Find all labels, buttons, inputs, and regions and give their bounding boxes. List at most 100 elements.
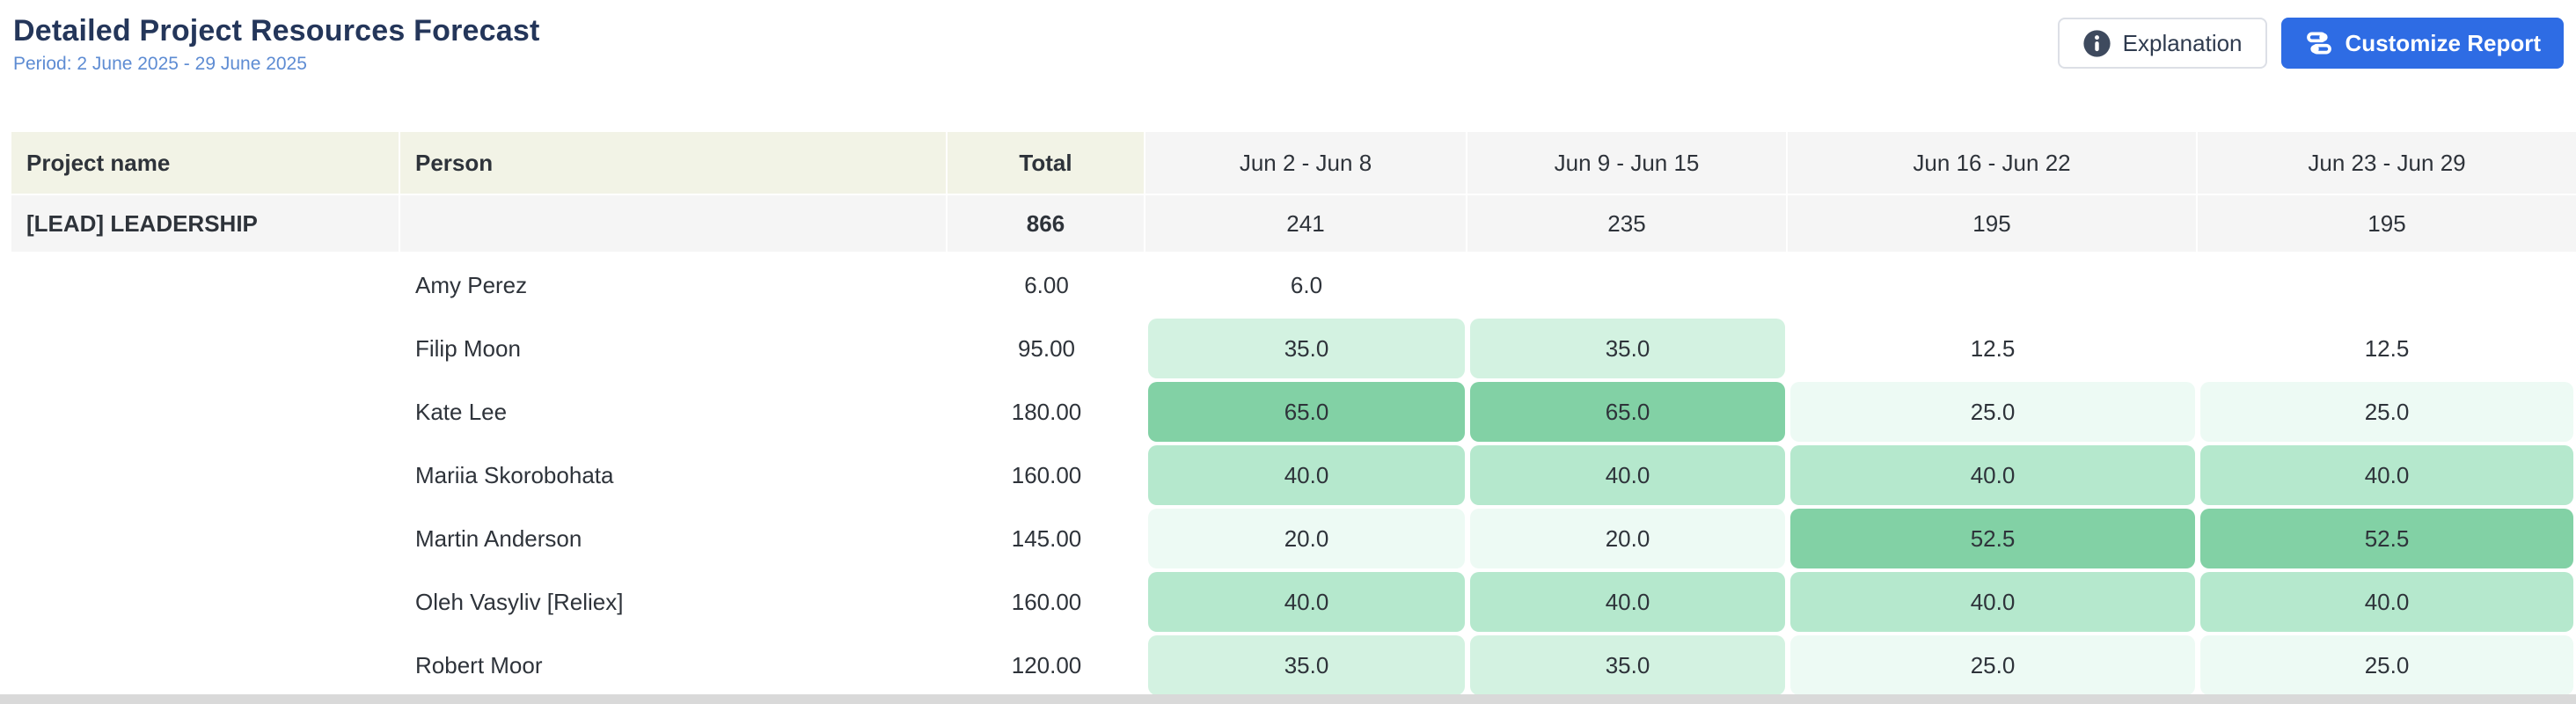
column-header-label: Jun 16 - Jun 22 xyxy=(1913,149,2071,176)
person-name: Oleh Vasyliv [Reliex] xyxy=(415,588,624,615)
week-allocation-cell: 6.0 xyxy=(1145,253,1467,317)
allocation-value: 20.0 xyxy=(1284,524,1329,552)
person-row: Amy Perez 6.00 6.0 xyxy=(11,253,2576,317)
person-cell: Amy Perez xyxy=(400,253,948,317)
group-week-total: 195 xyxy=(1972,209,2011,237)
project-name-cell-empty xyxy=(11,570,400,634)
allocation-chip: 40.0 xyxy=(1790,572,2195,632)
column-header: Jun 9 - Jun 15 xyxy=(1467,132,1788,194)
toolbar-actions: Explanation Customize Report xyxy=(2057,18,2564,69)
week-allocation-cell: 12.5 xyxy=(2198,317,2576,380)
allocation-chip: 25.0 xyxy=(2200,382,2573,442)
person-total-cell: 160.00 xyxy=(948,570,1145,634)
allocation-chip: 35.0 xyxy=(1148,635,1465,695)
week-allocation-cell: 52.5 xyxy=(2198,507,2576,570)
person-cell: Oleh Vasyliv [Reliex] xyxy=(400,570,948,634)
group-total-cell: 866 xyxy=(948,195,1145,252)
column-header-label: Jun 23 - Jun 29 xyxy=(2308,149,2466,176)
allocation-chip: 35.0 xyxy=(1148,319,1465,378)
explanation-button[interactable]: Explanation xyxy=(2057,18,2267,69)
person-row: Mariia Skorobohata 160.00 40.0 40.0 40.0 40.0 xyxy=(11,444,2576,507)
group-week-total: 235 xyxy=(1607,209,1646,237)
allocation-value: 65.0 xyxy=(1284,398,1329,425)
horizontal-scrollbar[interactable] xyxy=(0,694,2576,704)
topbar: Detailed Project Resources Forecast Peri… xyxy=(0,0,2576,132)
customize-report-button[interactable]: Customize Report xyxy=(2280,18,2564,69)
allocation-value: 25.0 xyxy=(1970,651,2016,678)
allocation-chip: 40.0 xyxy=(1790,445,2195,505)
group-week-total-cell: 195 xyxy=(2198,195,2576,252)
week-allocation-cell: 12.5 xyxy=(1788,317,2198,380)
allocation-value: 35.0 xyxy=(1284,334,1329,362)
person-total-cell: 95.00 xyxy=(948,317,1145,380)
person-total: 160.00 xyxy=(1011,588,1082,615)
column-header-label: Total xyxy=(1019,149,1072,176)
week-allocation-cell xyxy=(2198,253,2576,317)
allocation-chip: 65.0 xyxy=(1470,382,1785,442)
allocation-value: 40.0 xyxy=(2364,588,2410,615)
person-row: Filip Moon 95.00 35.0 35.0 12.5 12.5 xyxy=(11,317,2576,380)
column-header: Jun 2 - Jun 8 xyxy=(1145,132,1467,194)
person-total: 160.00 xyxy=(1011,461,1082,488)
column-header-label: Project name xyxy=(26,149,171,176)
allocation-value: 35.0 xyxy=(1605,334,1650,362)
week-allocation-cell: 40.0 xyxy=(2198,570,2576,634)
person-cell: Robert Moor xyxy=(400,634,948,697)
allocation-value: 6.0 xyxy=(1290,271,1323,298)
person-total-cell: 120.00 xyxy=(948,634,1145,697)
person-name: Mariia Skorobohata xyxy=(415,461,614,488)
allocation-value: 35.0 xyxy=(1605,651,1650,678)
group-total: 866 xyxy=(1026,209,1065,237)
person-row: Kate Lee 180.00 65.0 65.0 25.0 25.0 xyxy=(11,380,2576,444)
person-cell-empty xyxy=(400,195,948,252)
week-allocation-cell: 25.0 xyxy=(1788,634,2198,697)
week-allocation-cell: 40.0 xyxy=(2198,444,2576,507)
allocation-value: 40.0 xyxy=(1605,588,1650,615)
person-row: Oleh Vasyliv [Reliex] 160.00 40.0 40.0 40.0 4… xyxy=(11,570,2576,634)
week-allocation-cell: 65.0 xyxy=(1145,380,1467,444)
week-allocation-cell: 40.0 xyxy=(1145,570,1467,634)
allocation-value: 52.5 xyxy=(1970,524,2016,552)
project-name-cell-empty xyxy=(11,444,400,507)
person-name: Martin Anderson xyxy=(415,524,582,552)
allocation-chip: 25.0 xyxy=(1790,382,2195,442)
allocation-chip: 65.0 xyxy=(1148,382,1465,442)
week-allocation-cell: 25.0 xyxy=(2198,380,2576,444)
allocation-value: 40.0 xyxy=(1970,588,2016,615)
group-week-total: 195 xyxy=(2367,209,2406,237)
allocation-value: 25.0 xyxy=(2364,398,2410,425)
week-allocation-cell: 35.0 xyxy=(1467,317,1788,380)
allocation-chip: 35.0 xyxy=(1470,319,1785,378)
allocation-chip: 40.0 xyxy=(2200,572,2573,632)
person-total: 6.00 xyxy=(1024,271,1069,298)
project-group-row: [LEAD] LEADERSHIP 866 241 235 195 195 xyxy=(11,195,2576,252)
person-cell: Mariia Skorobohata xyxy=(400,444,948,507)
allocation-value: 20.0 xyxy=(1605,524,1650,552)
allocation-value: 40.0 xyxy=(1970,461,2016,488)
info-circle-icon xyxy=(2082,29,2111,58)
project-name-cell-empty xyxy=(11,253,400,317)
allocation-chip: 40.0 xyxy=(1470,445,1785,505)
person-total-cell: 6.00 xyxy=(948,253,1145,317)
group-week-total: 241 xyxy=(1286,209,1325,237)
column-header-label: Jun 2 - Jun 8 xyxy=(1239,149,1372,176)
allocation-value: 40.0 xyxy=(2364,461,2410,488)
customize-report-label: Customize Report xyxy=(2345,29,2541,56)
person-total: 120.00 xyxy=(1011,651,1082,678)
week-allocation-cell: 20.0 xyxy=(1467,507,1788,570)
group-week-total-cell: 241 xyxy=(1145,195,1467,252)
person-total-cell: 180.00 xyxy=(948,380,1145,444)
table-header-row: Project name Person Total Jun 2 - Jun 8 Jun … xyxy=(11,132,2576,194)
table-body: [LEAD] LEADERSHIP 866 241 235 195 195 Amy Pere… xyxy=(11,195,2576,697)
person-cell: Kate Lee xyxy=(400,380,948,444)
week-allocation-cell: 40.0 xyxy=(1788,444,2198,507)
allocation-value: 40.0 xyxy=(1605,461,1650,488)
week-allocation-cell: 20.0 xyxy=(1145,507,1467,570)
allocation-chip: 52.5 xyxy=(2200,509,2573,568)
allocation-value: 40.0 xyxy=(1284,461,1329,488)
column-header-label: Person xyxy=(415,149,494,176)
page-title: Detailed Project Resources Forecast xyxy=(13,14,540,48)
column-header: Project name xyxy=(11,132,400,194)
week-allocation-cell: 35.0 xyxy=(1145,634,1467,697)
person-total-cell: 145.00 xyxy=(948,507,1145,570)
